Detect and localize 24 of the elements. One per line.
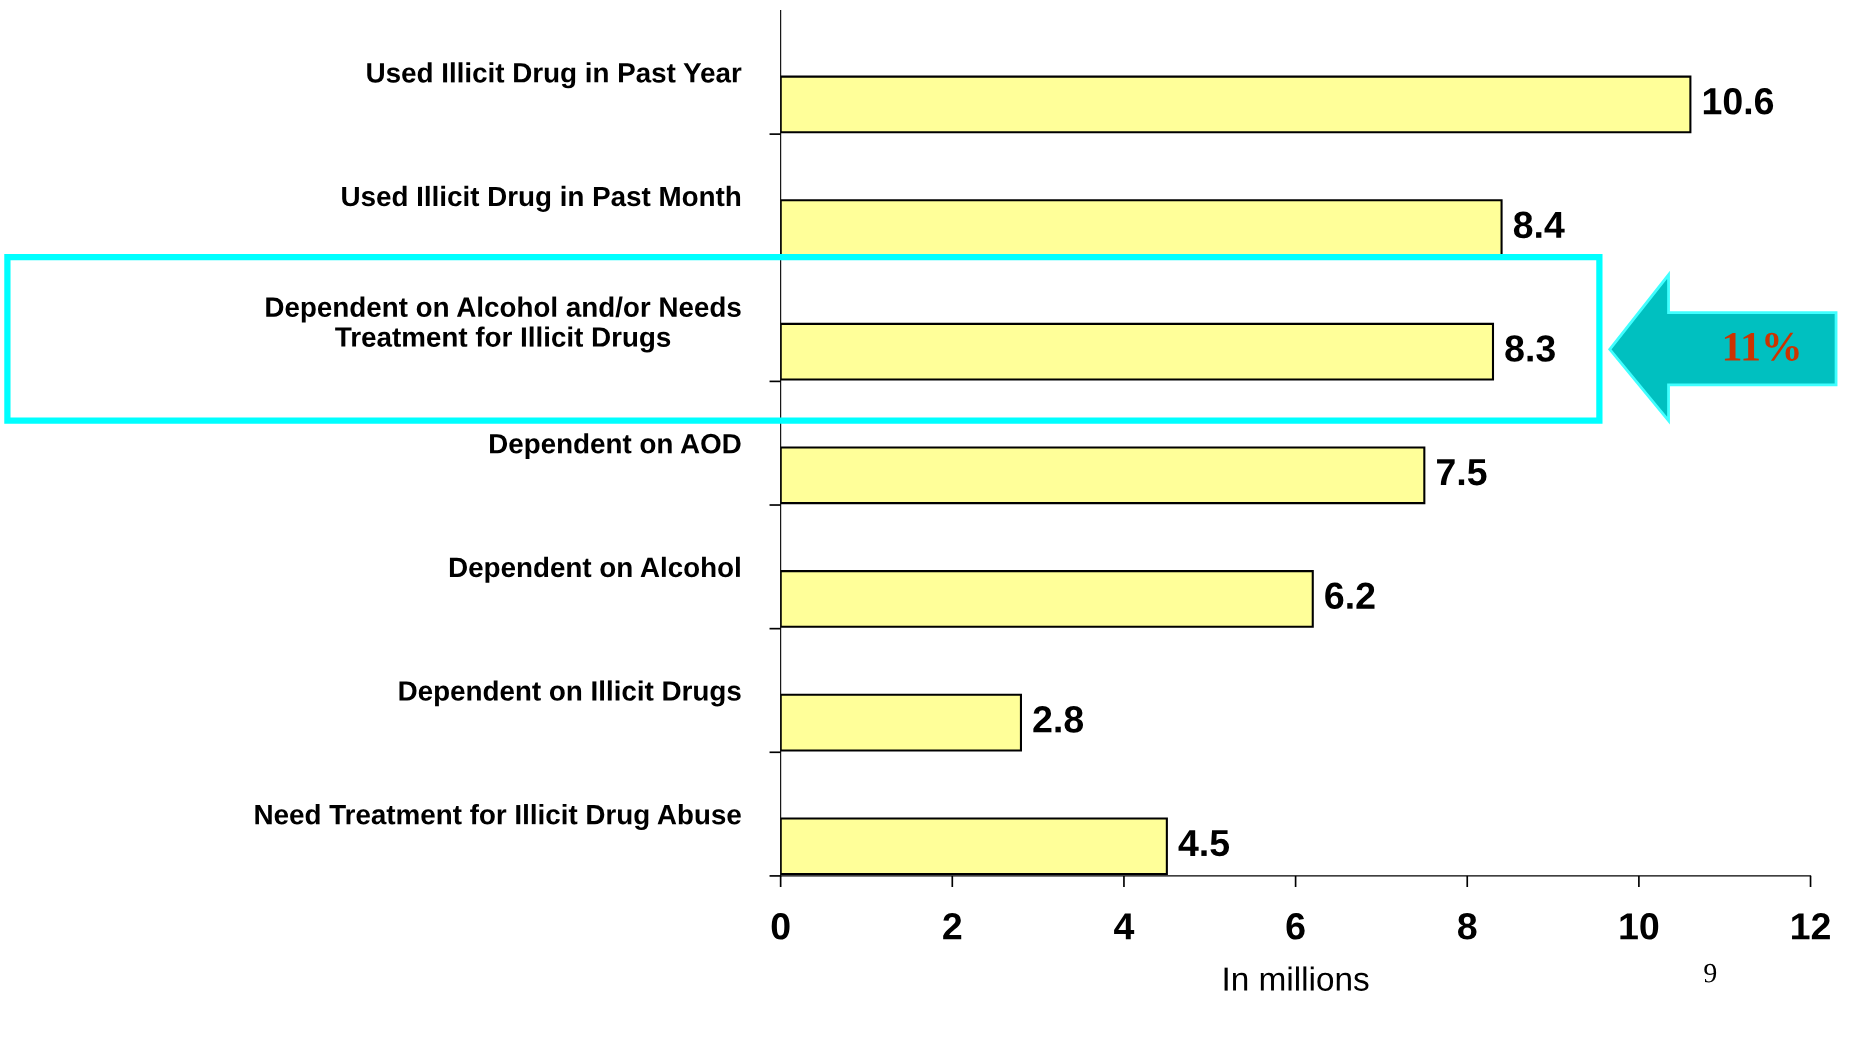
data-label: 2.8: [1033, 706, 1084, 733]
data-label: 10.6: [1703, 87, 1774, 115]
x-axis-title: In millions: [1224, 966, 1369, 991]
y-tick-label: Dependent on Alcohol: [449, 556, 740, 583]
y-tick-label: Dependent on Illicit Drugs: [399, 680, 741, 707]
annotation: 11%: [1724, 332, 1799, 361]
y-tick-label: Need Treatment for Illicit Drug Abuse: [255, 804, 741, 831]
data-label: 8.4: [1513, 211, 1565, 239]
x-tick-label: 2: [943, 913, 962, 940]
text: 9: [1704, 963, 1717, 983]
x-tick-label: 8: [1458, 913, 1477, 940]
x-tick-label: 10: [1620, 913, 1659, 940]
x-tick-label: 12: [1792, 913, 1830, 940]
x-tick-label: 4: [1114, 913, 1135, 940]
y-tick-label: Used Illicit Drug in Past Month: [342, 185, 741, 212]
data-label: 8.3: [1505, 335, 1555, 362]
data-label: 4.5: [1178, 830, 1230, 857]
x-tick-label: 0: [771, 913, 790, 940]
y-tick-label: Used Illicit Drug in Past Year: [367, 62, 742, 89]
x-tick-label: 6: [1286, 913, 1305, 940]
y-tick-label: Dependent on Alcohol and/or Needs Treatment for Illicit Drugs: [266, 296, 741, 353]
data-label: 6.2: [1325, 582, 1375, 610]
data-label: 7.5: [1437, 459, 1487, 486]
y-tick-label: Dependent on AOD: [490, 433, 741, 460]
